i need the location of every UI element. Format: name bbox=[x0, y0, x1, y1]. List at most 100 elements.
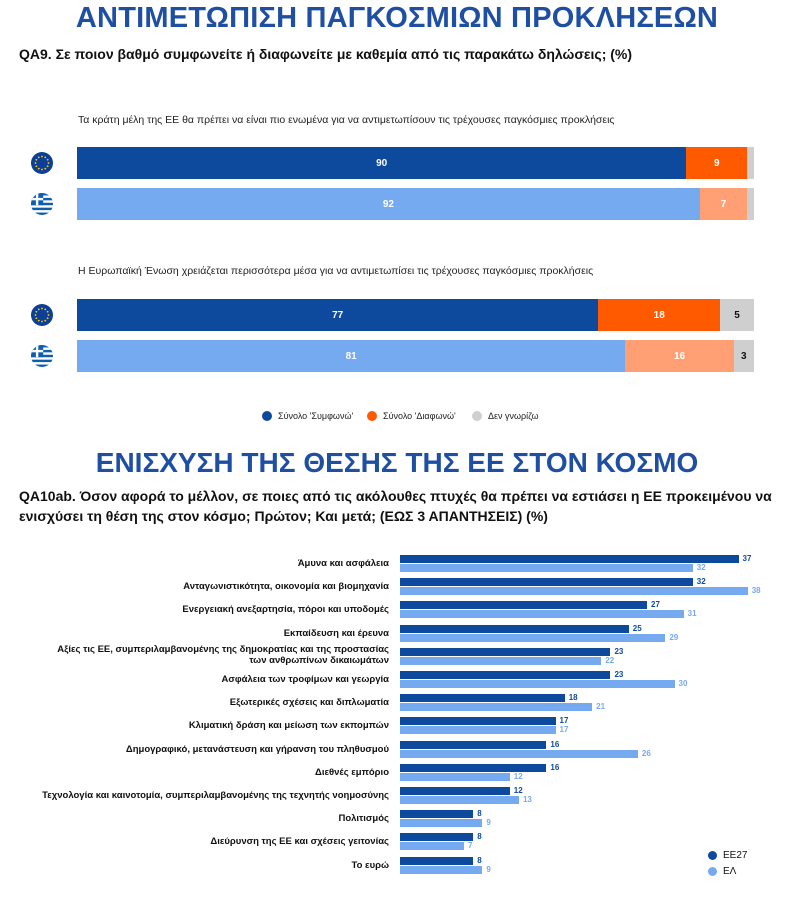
legend-eu27: ΕΕ27 bbox=[708, 850, 747, 861]
category-label: Διεθνές εμπόριο bbox=[315, 767, 389, 778]
bar-eu27 bbox=[400, 833, 474, 842]
category-label-line: Ενεργειακή ανεξαρτησία, πόροι και υποδομ… bbox=[182, 604, 389, 616]
statement-label: Τα κράτη μέλη της ΕΕ θα πρέπει να είναι … bbox=[78, 114, 615, 126]
bar-el bbox=[400, 865, 483, 874]
bar-value-label: 23 bbox=[614, 670, 624, 679]
bar-eu27 bbox=[400, 694, 565, 703]
bar-eu27 bbox=[400, 601, 648, 610]
category-label-line: Τεχνολογία και καινοτομία, συμπεριλαμβαν… bbox=[42, 790, 389, 801]
bar-el bbox=[400, 587, 748, 596]
bar-value-label: 7 bbox=[468, 841, 473, 851]
category-label-line: Εκπαίδευση και έρευνα bbox=[283, 627, 389, 639]
category-label: Εξωτερικές σχέσεις και διπλωματία bbox=[230, 697, 389, 708]
bar-agree: 92 bbox=[77, 188, 700, 220]
legend-el: ΕΛ bbox=[708, 866, 736, 877]
legend-dontknow: Δεν γνωρίζω bbox=[472, 411, 539, 421]
category-label-line: Εξωτερικές σχέσεις και διπλωματία bbox=[229, 697, 389, 709]
legend-dontknow-swatch bbox=[472, 411, 482, 421]
bar-value-label: 32 bbox=[696, 563, 706, 572]
bar-el bbox=[400, 749, 638, 758]
bar-el bbox=[400, 726, 556, 735]
bar-value-label: 22 bbox=[605, 655, 615, 665]
bar-value-label: 18 bbox=[568, 693, 578, 703]
category-label: Εκπαίδευση και έρευνα bbox=[284, 628, 389, 639]
category-label: Διεύρυνση της ΕΕ και σχέσεις γειτονίας bbox=[210, 836, 389, 847]
bar-eu27 bbox=[400, 717, 556, 726]
bar-el bbox=[400, 656, 602, 665]
bar-disagree: 9 bbox=[686, 147, 748, 179]
category-label: Το ευρώ bbox=[352, 860, 389, 871]
bar-value-label: 12 bbox=[513, 771, 523, 781]
statement-label: Η Ευρωπαϊκή Ένωση χρειάζεται περισσότερα… bbox=[78, 265, 594, 277]
bar-value-label: 16 bbox=[550, 762, 560, 772]
bar-value-label: 25 bbox=[632, 623, 642, 633]
legend-disagree-label: Σύνολο 'Διαφωνώ' bbox=[383, 411, 456, 421]
bar-agree: 81 bbox=[77, 340, 626, 372]
section-title-eu-position: ΕΝΙΣΧΥΣΗ ΤΗΣ ΘΕΣΗΣ ΤΗΣ ΕΕ ΣΤΟΝ ΚΟΣΜΟ bbox=[95, 447, 699, 478]
bar-value-label: 9 bbox=[486, 864, 491, 874]
category-label: Ανταγωνιστικότητα, οικονομία και βιομηχα… bbox=[183, 581, 389, 592]
bar-value-label: 18 bbox=[653, 309, 665, 321]
bar-eu27 bbox=[400, 647, 611, 656]
bar-value-label: 92 bbox=[382, 198, 394, 210]
bar-value-label: 17 bbox=[559, 725, 569, 735]
category-label-line: Διεθνές εμπόριο bbox=[315, 766, 389, 778]
bar-value-label: 16 bbox=[673, 350, 686, 362]
bar-el bbox=[400, 819, 483, 828]
legend-el-swatch bbox=[708, 867, 717, 876]
bar-eu27 bbox=[400, 810, 474, 819]
eu-flag-icon bbox=[31, 152, 53, 174]
category-label: Ενεργειακή ανεξαρτησία, πόροι και υποδομ… bbox=[182, 604, 389, 615]
bar-dontknow bbox=[747, 147, 754, 179]
bar-value-label: 9 bbox=[486, 818, 491, 828]
legend-agree: Σύνολο 'Συμφωνώ' bbox=[262, 411, 353, 421]
bar-el bbox=[400, 842, 465, 851]
question-qa10ab: QA10ab. Όσον αφορά το μέλλον, σε ποιες α… bbox=[19, 488, 772, 524]
greece-flag-icon bbox=[31, 193, 53, 215]
category-label: Ασφάλεια των τροφίμων και γεωργία bbox=[221, 674, 389, 685]
bar-value-label: 31 bbox=[687, 609, 697, 619]
bar-dontknow: 5 bbox=[720, 299, 754, 331]
bar-el bbox=[400, 610, 684, 619]
bar-agree: 77 bbox=[77, 299, 599, 331]
section-title-global-challenges: ΑΝΤΙΜΕΤΩΠΙΣΗ ΠΑΓΚΟΣΜΙΩΝ ΠΡΟΚΛΗΣΕΩΝ bbox=[75, 2, 719, 34]
bar-value-label: 17 bbox=[559, 716, 569, 726]
category-label-line: Αξίες τις ΕΕ, συμπεριλαμβανομένης της δη… bbox=[57, 643, 389, 655]
legend-disagree: Σύνολο 'Διαφωνώ' bbox=[367, 411, 456, 421]
bar-el bbox=[400, 796, 519, 804]
bar-disagree: 7 bbox=[699, 188, 748, 220]
bar-agree: 90 bbox=[77, 147, 687, 179]
bar-value-label: 77 bbox=[332, 309, 344, 321]
bar-el bbox=[400, 564, 693, 572]
bar-el bbox=[400, 703, 593, 712]
bar-eu27 bbox=[400, 763, 547, 772]
category-label-line: Άμυνα και ασφάλεια bbox=[297, 558, 389, 569]
category-label-line: Το ευρώ bbox=[351, 859, 389, 871]
category-label: Δημογραφικό, μετανάστευση και γήρανση το… bbox=[126, 744, 389, 755]
eu-flag-icon bbox=[31, 304, 53, 326]
bar-value-label: 27 bbox=[651, 600, 660, 610]
bar-value-label: 9 bbox=[713, 157, 720, 169]
legend-eu27-label: ΕΕ27 bbox=[723, 850, 748, 861]
bar-disagree: 16 bbox=[625, 340, 734, 372]
category-label: Πολιτισμός bbox=[338, 813, 389, 824]
bar-value-label: 30 bbox=[678, 679, 688, 688]
category-label-line: Ασφάλεια των τροφίμων και γεωργία bbox=[221, 674, 389, 685]
category-label-line: Κλιματική δράση και μείωση των εκπομπών bbox=[188, 720, 389, 732]
bar-dontknow bbox=[747, 188, 754, 220]
category-label: Αξίες τις ΕΕ, συμπεριλαμβανομένης της δη… bbox=[57, 644, 389, 666]
bar-eu27 bbox=[400, 578, 693, 587]
bar-dontknow: 3 bbox=[733, 340, 754, 372]
bar-value-label: 81 bbox=[345, 350, 357, 362]
legend-eu27-swatch bbox=[708, 851, 717, 860]
category-label-line: Πολιτισμός bbox=[338, 813, 389, 825]
bar-value-label: 5 bbox=[734, 309, 740, 321]
bar-value-label: 21 bbox=[596, 702, 606, 712]
bar-eu27 bbox=[400, 555, 739, 563]
bar-value-label: 38 bbox=[751, 586, 761, 596]
bar-eu27 bbox=[400, 856, 474, 865]
category-label-line: Δημογραφικό, μετανάστευση και γήρανση το… bbox=[125, 743, 389, 755]
bar-value-label: 8 bbox=[477, 832, 482, 842]
legend-el-label: ΕΛ bbox=[723, 866, 737, 877]
bar-eu27 bbox=[400, 624, 629, 633]
